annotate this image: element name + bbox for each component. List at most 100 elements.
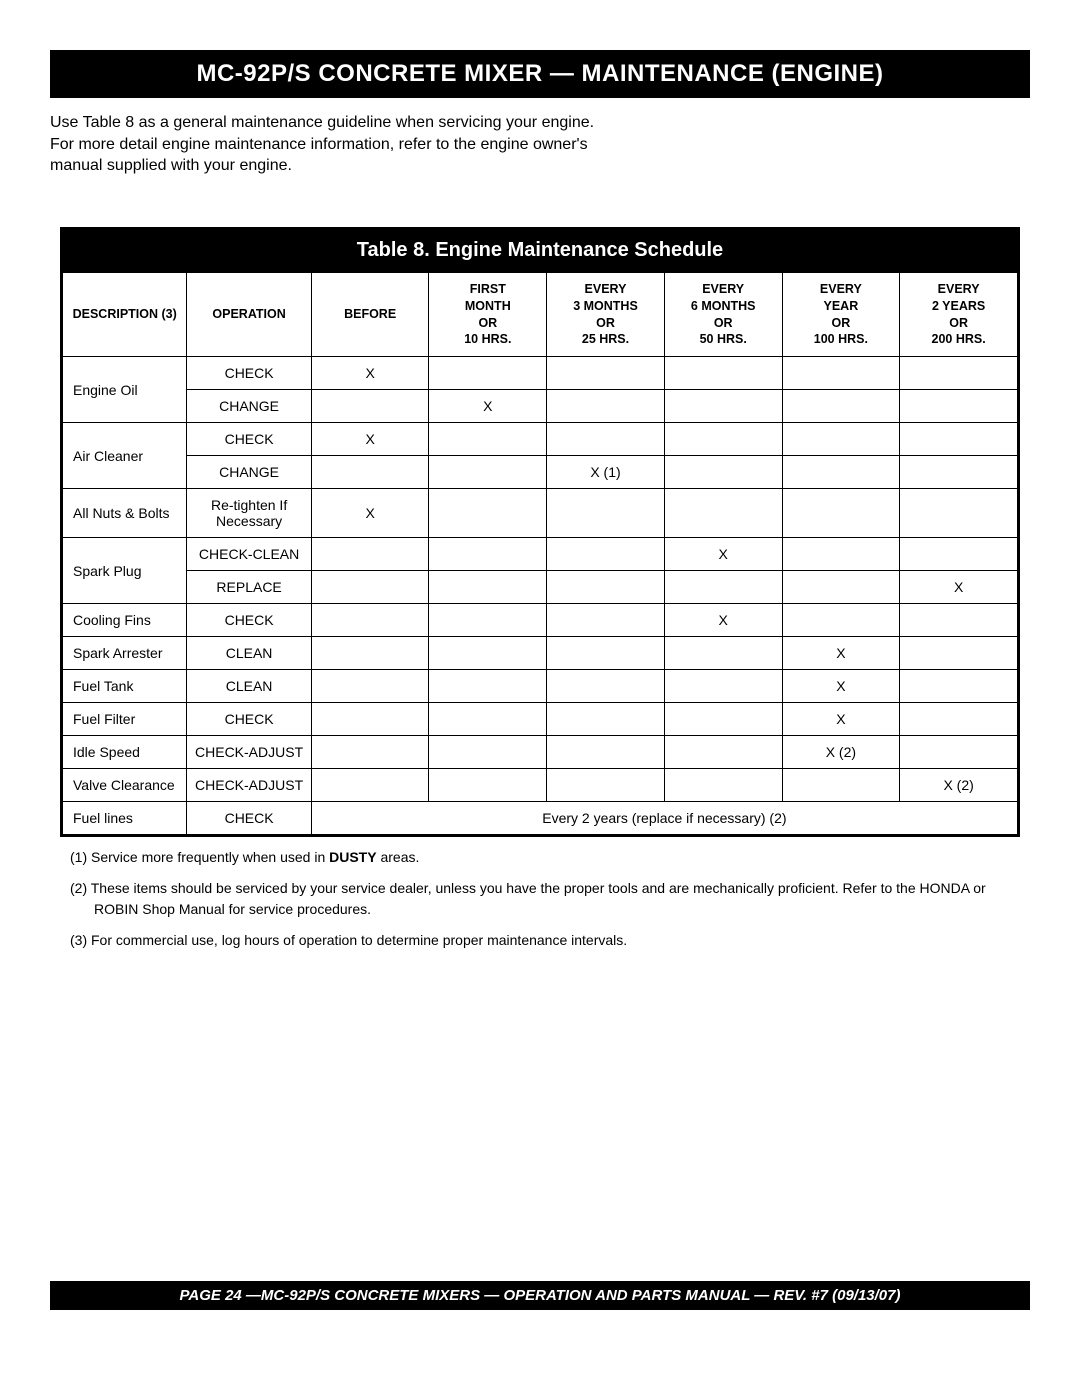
cell-operation: REPLACE bbox=[187, 571, 311, 604]
cell-interval bbox=[547, 703, 665, 736]
cell-interval bbox=[429, 357, 547, 390]
table-body: Engine OilCHECKXCHANGEXAir CleanerCHECKX… bbox=[63, 357, 1018, 835]
cell-interval bbox=[311, 736, 429, 769]
col-2-years: EVERY2 YEARSOR200 HRS. bbox=[900, 272, 1018, 357]
cell-interval bbox=[429, 456, 547, 489]
cell-interval bbox=[900, 489, 1018, 538]
cell-interval: X (2) bbox=[782, 736, 900, 769]
cell-interval bbox=[429, 538, 547, 571]
table-row: Engine OilCHECKX bbox=[63, 357, 1018, 390]
table-notes: (1) Service more frequently when used in… bbox=[70, 847, 1010, 951]
cell-interval bbox=[547, 769, 665, 802]
cell-interval bbox=[664, 637, 782, 670]
cell-operation: CHECK-ADJUST bbox=[187, 769, 311, 802]
cell-interval bbox=[664, 489, 782, 538]
cell-interval: X bbox=[900, 571, 1018, 604]
cell-interval bbox=[664, 571, 782, 604]
table-row: Fuel TankCLEAN X bbox=[63, 670, 1018, 703]
cell-description: Fuel lines bbox=[63, 802, 187, 835]
cell-interval bbox=[429, 637, 547, 670]
cell-interval: X bbox=[782, 703, 900, 736]
cell-interval: X bbox=[664, 538, 782, 571]
cell-operation: Re-tighten If Necessary bbox=[187, 489, 311, 538]
cell-operation: CLEAN bbox=[187, 637, 311, 670]
table-row: CHANGE X (1) bbox=[63, 456, 1018, 489]
cell-interval bbox=[664, 357, 782, 390]
cell-interval: X bbox=[311, 357, 429, 390]
note-2: (2) These items should be serviced by yo… bbox=[70, 878, 1010, 920]
cell-interval bbox=[429, 736, 547, 769]
cell-interval bbox=[547, 357, 665, 390]
cell-description: Fuel Tank bbox=[63, 670, 187, 703]
cell-interval bbox=[547, 670, 665, 703]
cell-interval bbox=[782, 357, 900, 390]
col-year: EVERYYEAROR100 HRS. bbox=[782, 272, 900, 357]
cell-operation: CHECK-CLEAN bbox=[187, 538, 311, 571]
cell-description: All Nuts & Bolts bbox=[63, 489, 187, 538]
cell-interval bbox=[664, 456, 782, 489]
table-header-row: DESCRIPTION (3) OPERATION BEFORE FIRSTMO… bbox=[63, 272, 1018, 357]
table-row: Valve ClearanceCHECK-ADJUST X (2) bbox=[63, 769, 1018, 802]
cell-description: Valve Clearance bbox=[63, 769, 187, 802]
page-title-bar: MC-92P/S CONCRETE MIXER — MAINTENANCE (E… bbox=[50, 50, 1030, 98]
cell-interval: X (2) bbox=[900, 769, 1018, 802]
cell-interval bbox=[900, 670, 1018, 703]
cell-interval bbox=[311, 538, 429, 571]
table-row: Air CleanerCHECKX bbox=[63, 423, 1018, 456]
cell-interval: X (1) bbox=[547, 456, 665, 489]
cell-operation: CHECK bbox=[187, 423, 311, 456]
cell-interval bbox=[664, 703, 782, 736]
cell-interval bbox=[782, 390, 900, 423]
cell-operation: CHECK bbox=[187, 357, 311, 390]
cell-interval bbox=[547, 604, 665, 637]
cell-interval bbox=[782, 604, 900, 637]
col-3-months: EVERY3 MONTHSOR25 HRS. bbox=[547, 272, 665, 357]
cell-interval bbox=[900, 390, 1018, 423]
cell-description: Fuel Filter bbox=[63, 703, 187, 736]
col-6-months: EVERY6 MONTHSOR50 HRS. bbox=[664, 272, 782, 357]
cell-interval bbox=[782, 489, 900, 538]
cell-interval bbox=[664, 769, 782, 802]
cell-interval bbox=[429, 604, 547, 637]
page-footer: PAGE 24 —MC-92P/S CONCRETE MIXERS — OPER… bbox=[50, 1281, 1030, 1310]
cell-interval bbox=[547, 538, 665, 571]
cell-operation: CHANGE bbox=[187, 390, 311, 423]
table-row: CHANGE X bbox=[63, 390, 1018, 423]
cell-operation: CLEAN bbox=[187, 670, 311, 703]
cell-interval bbox=[664, 670, 782, 703]
cell-interval bbox=[782, 423, 900, 456]
cell-interval bbox=[664, 423, 782, 456]
cell-interval: X bbox=[311, 423, 429, 456]
cell-operation: CHANGE bbox=[187, 456, 311, 489]
cell-description: Engine Oil bbox=[63, 357, 187, 423]
cell-interval bbox=[311, 670, 429, 703]
cell-interval bbox=[311, 390, 429, 423]
cell-interval bbox=[900, 637, 1018, 670]
cell-interval bbox=[900, 456, 1018, 489]
cell-interval bbox=[311, 637, 429, 670]
cell-interval bbox=[311, 604, 429, 637]
cell-interval: X bbox=[311, 489, 429, 538]
table-title: Table 8. Engine Maintenance Schedule bbox=[62, 229, 1018, 272]
cell-description: Cooling Fins bbox=[63, 604, 187, 637]
cell-interval bbox=[900, 423, 1018, 456]
cell-interval bbox=[900, 357, 1018, 390]
note-3: (3) For commercial use, log hours of ope… bbox=[70, 930, 1010, 951]
col-description: DESCRIPTION (3) bbox=[63, 272, 187, 357]
cell-operation: CHECK bbox=[187, 703, 311, 736]
cell-interval: X bbox=[782, 637, 900, 670]
cell-interval bbox=[429, 703, 547, 736]
col-before: BEFORE bbox=[311, 272, 429, 357]
cell-operation: CHECK-ADJUST bbox=[187, 736, 311, 769]
maintenance-table: DESCRIPTION (3) OPERATION BEFORE FIRSTMO… bbox=[62, 272, 1018, 836]
cell-interval bbox=[900, 604, 1018, 637]
cell-description: Idle Speed bbox=[63, 736, 187, 769]
table-row: Cooling FinsCHECKX bbox=[63, 604, 1018, 637]
cell-interval: X bbox=[782, 670, 900, 703]
cell-interval bbox=[547, 736, 665, 769]
cell-description: Air Cleaner bbox=[63, 423, 187, 489]
cell-interval bbox=[782, 456, 900, 489]
table-row: Fuel linesCHECKEvery 2 years (replace if… bbox=[63, 802, 1018, 835]
cell-interval: X bbox=[429, 390, 547, 423]
cell-interval bbox=[782, 571, 900, 604]
